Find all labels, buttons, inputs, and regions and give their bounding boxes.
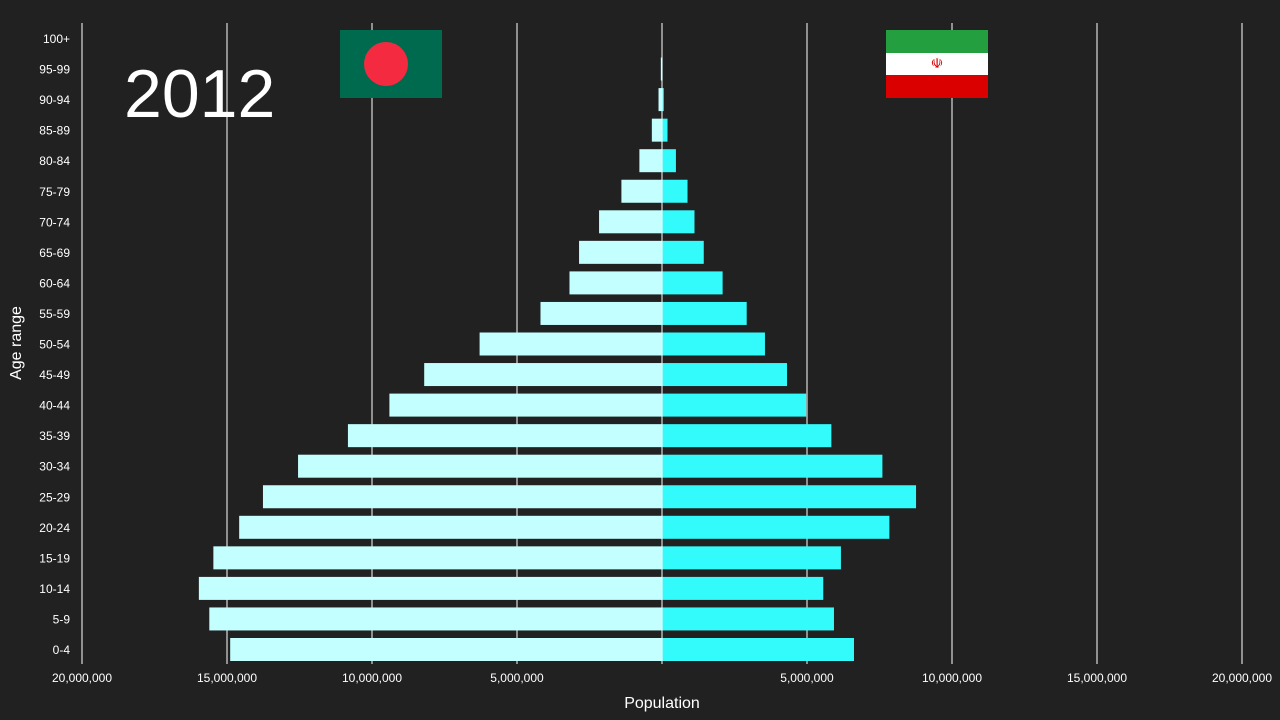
bar-right-80-84: [662, 149, 676, 173]
bar-left-5-9: [209, 607, 662, 631]
iran-emblem-icon: ☫: [930, 55, 944, 72]
y-tick-label: 90-94: [39, 93, 70, 107]
bar-right-15-19: [662, 546, 841, 570]
y-tick-label: 50-54: [39, 338, 70, 352]
y-tick-label: 75-79: [39, 185, 70, 199]
bar-right-40-44: [662, 393, 807, 417]
y-tick-label: 60-64: [39, 276, 70, 290]
bar-left-15-19: [213, 546, 662, 570]
x-tick-label: 15,000,000: [1067, 671, 1127, 685]
bar-left-30-34: [298, 454, 662, 478]
bar-left-35-39: [347, 424, 662, 448]
bar-left-65-69: [579, 240, 662, 264]
bar-left-50-54: [479, 332, 662, 356]
y-tick-label: 40-44: [39, 399, 70, 413]
bar-left-0-4: [230, 638, 662, 661]
bar-left-70-74: [599, 210, 662, 234]
x-tick-label: 10,000,000: [342, 671, 402, 685]
bar-left-40-44: [389, 393, 662, 417]
year-label: 2012: [124, 56, 276, 132]
y-tick-label: 85-89: [39, 124, 70, 138]
bar-left-95-99: [660, 57, 662, 81]
y-axis-ticks: 100+ 95-99 90-94 85-89 80-84 75-79 70-74 65-69 6…: [39, 32, 70, 657]
bar-right-65-69: [662, 240, 704, 264]
bar-right-70-74: [662, 210, 695, 234]
bar-right-90-94: [662, 88, 664, 112]
bar-right-5-9: [662, 607, 834, 631]
bar-right-60-64: [662, 271, 723, 295]
bangladesh-flag-icon: [340, 30, 442, 98]
y-tick-label: 35-39: [39, 429, 70, 443]
y-tick-label: 20-24: [39, 521, 70, 535]
y-tick-label: 70-74: [39, 215, 70, 229]
bar-right-50-54: [662, 332, 765, 356]
bar-right-20-24: [662, 515, 890, 539]
y-tick-label: 55-59: [39, 307, 70, 321]
y-tick-label: 100+: [43, 32, 70, 46]
x-tick-label: 5,000,000: [780, 671, 834, 685]
y-tick-label: 30-34: [39, 460, 70, 474]
bar-right-55-59: [662, 301, 747, 325]
bar-right-30-34: [662, 454, 883, 478]
flag-red-disc: [364, 42, 408, 86]
x-tick-label: 15,000,000: [197, 671, 257, 685]
bar-left-45-49: [424, 363, 662, 387]
y-tick-label: 80-84: [39, 154, 70, 168]
y-tick-label: 15-19: [39, 551, 70, 565]
flag-white-stripe: ☫: [886, 52, 988, 76]
bar-left-90-94: [658, 88, 662, 112]
bar-right-25-29: [662, 485, 917, 509]
bar-right-35-39: [662, 424, 832, 448]
flag-red-stripe: [886, 75, 988, 98]
bar-left-10-14: [198, 576, 662, 600]
x-axis-ticks: 20,000,000 15,000,000 10,000,000 5,000,000 5…: [52, 671, 1272, 685]
y-tick-label: 0-4: [53, 643, 71, 657]
x-tick-label: 5,000,000: [490, 671, 544, 685]
bar-right-85-89: [662, 118, 668, 142]
flag-green-stripe: [886, 30, 988, 53]
bar-left-55-59: [540, 301, 662, 325]
bar-left-80-84: [639, 149, 662, 173]
x-tick-label: 20,000,000: [1212, 671, 1272, 685]
bar-left-75-79: [621, 179, 662, 203]
y-axis-label: Age range: [8, 306, 25, 380]
y-tick-label: 95-99: [39, 63, 70, 77]
bar-left-85-89: [651, 118, 662, 142]
y-tick-label: 10-14: [39, 582, 70, 596]
bar-right-0-4: [662, 638, 854, 661]
iran-flag-icon: ☫: [886, 30, 988, 98]
x-axis-label: Population: [624, 695, 700, 712]
y-tick-label: 25-29: [39, 490, 70, 504]
y-tick-label: 5-9: [53, 612, 71, 626]
bar-left-60-64: [569, 271, 662, 295]
grid-lines: [81, 23, 1243, 664]
bar-left-25-29: [262, 485, 662, 509]
y-tick-label: 65-69: [39, 246, 70, 260]
bar-right-10-14: [662, 576, 824, 600]
bar-right-75-79: [662, 179, 688, 203]
x-tick-label: 20,000,000: [52, 671, 112, 685]
bar-left-20-24: [239, 515, 662, 539]
bars: [198, 23, 917, 664]
x-tick-label: 10,000,000: [922, 671, 982, 685]
bar-right-45-49: [662, 363, 787, 387]
y-tick-label: 45-49: [39, 368, 70, 382]
